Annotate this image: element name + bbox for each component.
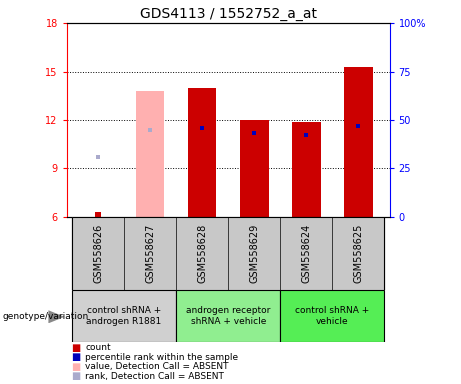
Bar (332, 217, 384, 290)
Text: control shRNA +
vehicle: control shRNA + vehicle (295, 306, 369, 326)
Bar (280, 217, 332, 290)
Bar (188, 88, 217, 217)
Bar (228, 217, 280, 290)
Bar (176, 217, 228, 290)
Bar (72, 217, 124, 290)
Text: count: count (85, 343, 111, 352)
Bar (124, 217, 176, 290)
Bar (240, 120, 268, 217)
Text: genotype/variation: genotype/variation (2, 312, 89, 321)
Text: androgen receptor
shRNA + vehicle: androgen receptor shRNA + vehicle (186, 306, 271, 326)
Bar (95, 212, 101, 217)
Text: GSM558625: GSM558625 (353, 224, 363, 283)
Text: value, Detection Call = ABSENT: value, Detection Call = ABSENT (85, 362, 229, 371)
Bar (280, 290, 384, 342)
Text: ■: ■ (71, 362, 81, 372)
Bar (292, 122, 320, 217)
Text: percentile rank within the sample: percentile rank within the sample (85, 353, 238, 362)
Title: GDS4113 / 1552752_a_at: GDS4113 / 1552752_a_at (140, 7, 317, 21)
Text: GSM558628: GSM558628 (197, 224, 207, 283)
Text: ■: ■ (71, 343, 81, 353)
Text: control shRNA +
androgen R1881: control shRNA + androgen R1881 (87, 306, 162, 326)
Text: rank, Detection Call = ABSENT: rank, Detection Call = ABSENT (85, 372, 224, 381)
Text: GSM558629: GSM558629 (249, 224, 259, 283)
Bar (344, 67, 372, 217)
Text: ■: ■ (71, 371, 81, 381)
Text: GSM558624: GSM558624 (301, 224, 311, 283)
Bar (136, 91, 165, 217)
Bar (176, 290, 280, 342)
Text: GSM558626: GSM558626 (93, 224, 103, 283)
Text: ■: ■ (71, 352, 81, 362)
Bar (72, 290, 176, 342)
Text: GSM558627: GSM558627 (145, 224, 155, 283)
Polygon shape (48, 310, 65, 323)
